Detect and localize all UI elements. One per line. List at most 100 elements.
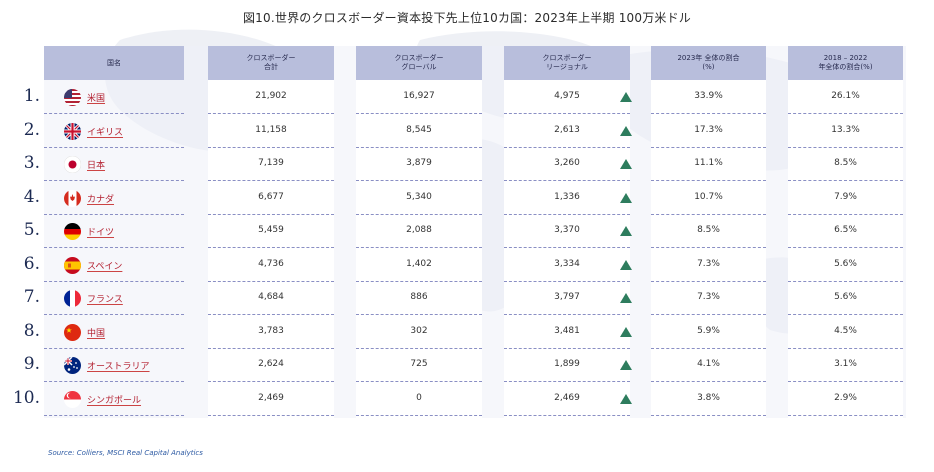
cell-global: 5,340: [406, 191, 432, 202]
table-row: 6. スペイン 4,736 1,402 3,334 7.3% 5.6%: [0, 248, 934, 282]
up-triangle-icon: [620, 226, 632, 236]
row-divider: [44, 247, 184, 248]
cell-share2023: 3.8%: [697, 392, 720, 403]
row-divider: [504, 247, 630, 248]
row-divider: [356, 146, 482, 148]
row-divider: [651, 213, 766, 215]
cell-total: 2,624: [258, 359, 284, 369]
row-divider: [651, 280, 766, 282]
header-country: 国名: [44, 46, 184, 80]
up-triangle-icon: [620, 159, 632, 169]
cell-total: 21,902: [255, 91, 287, 101]
row-divider: [504, 381, 630, 382]
row-divider: [788, 280, 903, 282]
header-share2023: 2023年 全体の割合 (%): [651, 46, 766, 80]
cell-regional: 3,797: [554, 292, 580, 302]
cell-regional: 3,260: [554, 158, 580, 168]
cell-global: 8,545: [406, 124, 432, 135]
country-name: 日本: [87, 161, 106, 171]
header-regional: クロスボーダー リージョナル: [504, 46, 630, 80]
row-divider: [504, 180, 630, 181]
header-global-line1: クロスボーダー: [394, 54, 444, 63]
cell-share2023: 8.5%: [697, 225, 720, 235]
table-row: 9. オーストラリア 2,624 725 1,899 4.1% 3.1%: [0, 348, 934, 382]
cell-total: 7,139: [258, 158, 284, 168]
up-triangle-icon: [620, 259, 632, 270]
table-row: 8. 中国 3,783 302 3,481 5.9% 4.5%: [0, 315, 934, 349]
row-divider: [788, 347, 903, 349]
row-divider: [356, 347, 482, 349]
table-row: 10. シンガポール 2,469 0 2,469 3.8% 2.9%: [0, 382, 934, 416]
row-divider: [504, 113, 630, 114]
row-divider: [208, 113, 334, 114]
up-triangle-icon: [620, 125, 632, 136]
row-divider: [651, 113, 766, 114]
cell-share1822: 6.5%: [834, 225, 857, 235]
row-divider: [208, 414, 334, 416]
cell-share1822: 7.9%: [834, 191, 857, 202]
cell-regional: 3,481: [554, 325, 580, 336]
cell-share2023: 11.1%: [694, 158, 723, 168]
cell-regional: 1,899: [554, 359, 580, 369]
row-divider: [44, 213, 184, 215]
cell-share2023: 7.3%: [697, 258, 720, 269]
row-divider: [651, 247, 766, 248]
row-divider: [356, 414, 482, 416]
cell-share2023: 33.9%: [694, 91, 723, 101]
row-divider: [208, 314, 334, 315]
table-row: 2. イギリス 11,158 8,545 2,613 17.3% 13.3%: [0, 114, 934, 148]
cell-share1822: 5.6%: [834, 258, 857, 269]
cell-total: 11,158: [255, 124, 287, 135]
cell-regional: 2,613: [554, 124, 580, 135]
row-divider: [44, 414, 184, 416]
cell-share1822: 13.3%: [831, 124, 860, 135]
rank-number: 7.: [23, 287, 40, 307]
header-regional-line2: リージョナル: [546, 63, 588, 71]
row-divider: [208, 280, 334, 282]
rank-number: 3.: [23, 153, 40, 173]
row-divider: [788, 314, 903, 315]
table-row: 5. ドイツ 5,459 2,088 3,370 8.5% 6.5%: [0, 214, 934, 248]
header-share1822: 2018 – 2022 年全体の割合(%): [788, 46, 903, 80]
row-divider: [208, 247, 334, 248]
cell-share1822: 4.5%: [834, 325, 857, 336]
country-name: ドイツ: [87, 228, 115, 238]
rank-number: 9.: [23, 354, 40, 374]
row-divider: [356, 314, 482, 315]
cell-global: 302: [410, 325, 428, 336]
cell-share1822: 26.1%: [831, 91, 860, 101]
column-bg-global: [356, 46, 482, 418]
cell-regional: 3,370: [554, 225, 580, 235]
row-divider: [651, 146, 766, 148]
australia-flag-icon: [64, 357, 81, 374]
up-triangle-icon: [620, 293, 632, 303]
table-row: 7. フランス 4,684 886 3,797 7.3% 5.6%: [0, 281, 934, 315]
row-divider: [356, 113, 482, 114]
table-row: 1. 米国 21,902 16,927 4,975 33.9% 26.1%: [0, 80, 934, 114]
column-bg-share2023: [651, 46, 766, 418]
row-divider: [208, 180, 334, 181]
cell-share2023: 4.1%: [697, 359, 720, 369]
chart-title: 図10.世界のクロスボーダー資本投下先上位10カ国：2023年上半期 100万米…: [242, 11, 691, 25]
cell-share1822: 2.9%: [834, 392, 857, 403]
spain-flag-icon: [64, 256, 81, 274]
cell-total: 3,783: [258, 325, 284, 336]
cell-global: 3,879: [406, 158, 432, 168]
cell-regional: 2,469: [554, 392, 580, 403]
up-triangle-icon: [620, 326, 632, 337]
cell-share1822: 5.6%: [834, 292, 857, 302]
row-divider: [44, 347, 184, 349]
country-name: シンガポール: [87, 395, 142, 406]
header-total-line1: クロスボーダー: [246, 54, 296, 63]
row-divider: [208, 381, 334, 382]
cell-total: 4,736: [258, 258, 284, 269]
header-regional-line1: クロスボーダー: [542, 54, 592, 63]
cell-total: 2,469: [258, 392, 284, 403]
cell-global: 886: [410, 292, 428, 302]
cell-global: 16,927: [403, 91, 435, 101]
row-divider: [44, 113, 184, 114]
row-divider: [44, 381, 184, 382]
rank-number: 4.: [23, 186, 40, 207]
uk-flag-icon: [64, 122, 81, 140]
row-divider: [356, 213, 482, 215]
